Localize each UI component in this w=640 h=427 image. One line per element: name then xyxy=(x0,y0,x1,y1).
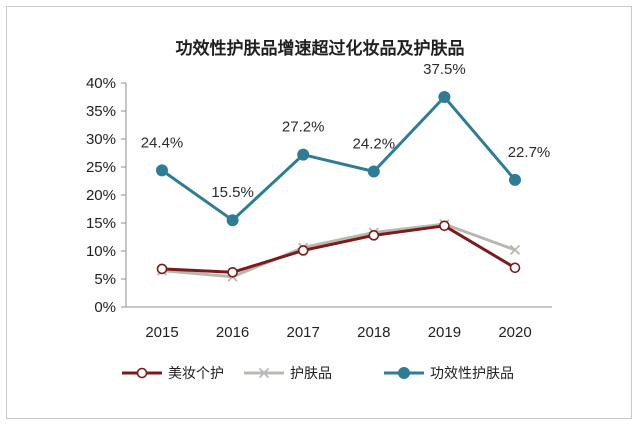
legend-label: 美妆个护 xyxy=(168,366,224,382)
data-point xyxy=(509,244,521,256)
x-tick-label: 2020 xyxy=(498,324,531,341)
data-point xyxy=(297,245,309,256)
x-tick-label: 2019 xyxy=(428,324,461,341)
series-line xyxy=(161,95,517,222)
series-line xyxy=(161,224,516,274)
y-tick-label: 5% xyxy=(94,271,116,288)
x-marker-stroke xyxy=(258,367,270,379)
x-marker-stroke xyxy=(509,244,521,256)
legend-label: 护肤品 xyxy=(290,366,332,382)
data-point xyxy=(509,173,521,186)
y-tick-label: 10% xyxy=(86,243,116,260)
data-point xyxy=(367,165,380,178)
data-point xyxy=(227,266,238,278)
data-label: 24.4% xyxy=(141,134,184,151)
legend: 美妆个护 护肤品 功效性护肤品 xyxy=(122,366,514,382)
series-layer xyxy=(156,91,521,282)
x-tick-label: 2018 xyxy=(357,324,390,341)
data-point xyxy=(509,262,521,274)
data-point xyxy=(156,263,168,275)
y-tick-label: 0% xyxy=(94,299,116,316)
chart-title: 功效性护肤品增速超过化妆品及护肤品 xyxy=(175,39,465,59)
data-point xyxy=(258,367,270,379)
y-tick-label: 25% xyxy=(86,159,116,176)
chart-frame xyxy=(6,6,632,419)
y-tick-label: 35% xyxy=(86,103,116,120)
y-tick-label: 40% xyxy=(86,75,116,92)
data-point xyxy=(297,148,310,161)
series-0 xyxy=(156,220,521,278)
x-tick-label: 2015 xyxy=(145,324,178,341)
y-tick-label: 30% xyxy=(86,131,116,148)
y-tick-label: 20% xyxy=(86,187,116,204)
legend-label: 功效性护肤品 xyxy=(430,366,514,382)
data-point xyxy=(398,367,410,379)
legend-item: 美妆个护 xyxy=(122,366,224,382)
data-label: 37.5% xyxy=(423,61,466,78)
data-labels: 24.4% 15.5% 27.2% 24.2% 37.5% 22.7% xyxy=(141,61,551,201)
legend-item: 护肤品 xyxy=(244,366,332,382)
data-point xyxy=(136,367,148,379)
data-label: 27.2% xyxy=(282,119,325,136)
data-point xyxy=(439,220,450,232)
data-label: 22.7% xyxy=(508,144,551,161)
data-point xyxy=(438,91,451,103)
y-tick-label: 15% xyxy=(86,215,116,232)
series-2 xyxy=(156,91,521,227)
data-point xyxy=(368,230,380,241)
data-point xyxy=(226,214,239,227)
legend-item: 功效性护肤品 xyxy=(384,366,514,382)
x-tick-label: 2016 xyxy=(216,324,249,341)
x-tick-label: 2017 xyxy=(287,324,320,341)
data-label: 15.5% xyxy=(211,184,254,201)
axes: 0% 5% 10% 15% 20% 25% 30% 35% 40% 2015 2016 2017 201… xyxy=(86,75,552,341)
data-point xyxy=(156,164,168,177)
data-label: 24.2% xyxy=(353,135,396,152)
series-line xyxy=(161,222,516,279)
